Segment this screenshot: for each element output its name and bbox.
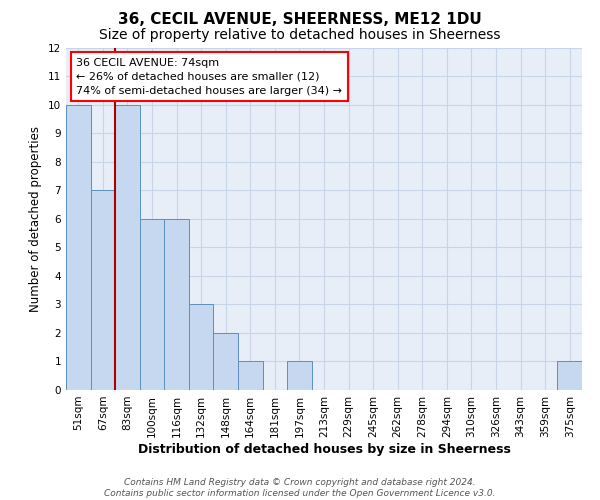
Bar	[287, 362, 312, 390]
Text: 36 CECIL AVENUE: 74sqm
← 26% of detached houses are smaller (12)
74% of semi-det: 36 CECIL AVENUE: 74sqm ← 26% of detached…	[76, 58, 343, 96]
Bar	[115, 104, 140, 390]
Bar	[140, 219, 164, 390]
Bar	[189, 304, 214, 390]
Bar	[91, 190, 115, 390]
X-axis label: Distribution of detached houses by size in Sheerness: Distribution of detached houses by size …	[137, 442, 511, 456]
Text: Size of property relative to detached houses in Sheerness: Size of property relative to detached ho…	[99, 28, 501, 42]
Y-axis label: Number of detached properties: Number of detached properties	[29, 126, 43, 312]
Bar	[66, 104, 91, 390]
Bar	[557, 362, 582, 390]
Bar	[164, 219, 189, 390]
Bar	[238, 362, 263, 390]
Text: Contains HM Land Registry data © Crown copyright and database right 2024.
Contai: Contains HM Land Registry data © Crown c…	[104, 478, 496, 498]
Bar	[214, 333, 238, 390]
Text: 36, CECIL AVENUE, SHEERNESS, ME12 1DU: 36, CECIL AVENUE, SHEERNESS, ME12 1DU	[118, 12, 482, 28]
